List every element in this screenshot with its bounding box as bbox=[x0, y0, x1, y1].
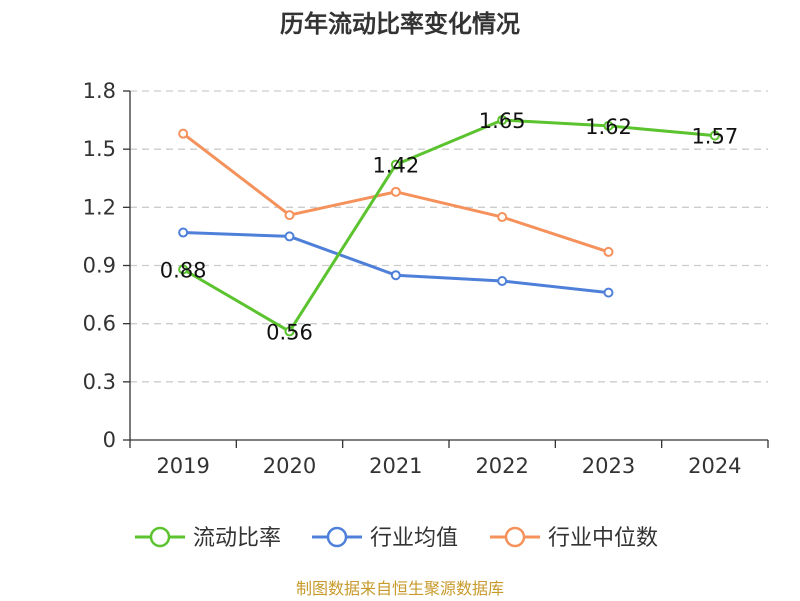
grid-lines bbox=[130, 90, 768, 383]
data-point-2-2023 bbox=[603, 246, 614, 257]
data-point-2-2020 bbox=[284, 210, 295, 221]
chart-title: 历年流动比率变化情况 bbox=[280, 10, 520, 38]
data-point-1-2020 bbox=[284, 231, 295, 242]
series-lines bbox=[178, 115, 720, 337]
data-point-1-2021 bbox=[390, 270, 401, 281]
data-label-2020: 0.56 bbox=[266, 320, 313, 344]
y-tick-label-1: 0.3 bbox=[83, 370, 116, 394]
legend-item-0[interactable]: 流动比率 bbox=[135, 526, 281, 551]
data-point-2-2019 bbox=[178, 128, 189, 139]
y-tick-label-3: 0.9 bbox=[83, 254, 116, 278]
data-point-2-2021 bbox=[390, 186, 401, 197]
y-tick-label-0: 0 bbox=[103, 428, 116, 452]
axes: 0 0.3 0.6 0.9 1.2 1.5 1.8 2019 2020 2021 2022 2023 2… bbox=[83, 79, 769, 478]
data-label-2024: 1.57 bbox=[691, 125, 738, 149]
legend-label-0: 流动比率 bbox=[193, 526, 281, 551]
data-point-0-2023 bbox=[603, 120, 614, 131]
data-label-2019: 0.88 bbox=[160, 258, 207, 282]
legend-marker-1 bbox=[326, 526, 348, 548]
data-labels: 0.88 0.56 1.42 1.65 1.62 1.57 bbox=[160, 109, 738, 344]
legend[interactable]: 流动比率 行业均值 行业中位数 bbox=[135, 526, 658, 551]
data-source-note: 制图数据来自恒生聚源数据库 bbox=[295, 579, 504, 598]
legend-label-1: 行业均值 bbox=[370, 526, 458, 551]
x-tick-label-2021: 2021 bbox=[369, 454, 422, 478]
legend-item-2[interactable]: 行业中位数 bbox=[490, 526, 658, 551]
legend-marker-0 bbox=[149, 526, 171, 548]
data-point-2-2022 bbox=[497, 212, 508, 223]
x-tick-label-2023: 2023 bbox=[582, 454, 635, 478]
data-point-0-2019 bbox=[178, 264, 189, 275]
data-point-0-2022 bbox=[497, 115, 508, 126]
data-point-1-2023 bbox=[603, 287, 614, 298]
data-label-2023: 1.62 bbox=[585, 115, 632, 139]
data-point-0-2020 bbox=[284, 326, 295, 337]
x-tick-label-2024: 2024 bbox=[688, 454, 741, 478]
x-tick-label-2022: 2022 bbox=[475, 454, 528, 478]
y-tick-label-4: 1.2 bbox=[83, 195, 116, 219]
legend-item-1[interactable]: 行业均值 bbox=[312, 526, 458, 551]
legend-label-2: 行业中位数 bbox=[548, 526, 658, 551]
data-point-1-2022 bbox=[497, 276, 508, 287]
data-point-1-2019 bbox=[178, 227, 189, 238]
y-tick-label-2: 0.6 bbox=[83, 312, 116, 336]
data-label-2022: 1.65 bbox=[479, 109, 526, 133]
data-label-2021: 1.42 bbox=[372, 154, 419, 178]
data-point-0-2024 bbox=[709, 130, 720, 141]
legend-marker-2 bbox=[504, 526, 526, 548]
y-tick-label-5: 1.5 bbox=[83, 137, 116, 161]
series-line-0 bbox=[182, 118, 715, 333]
data-point-0-2021 bbox=[390, 159, 401, 170]
y-tick-label-6: 1.8 bbox=[83, 79, 116, 103]
series-line-1 bbox=[183, 231, 609, 295]
x-tick-label-2019: 2019 bbox=[156, 454, 209, 478]
x-tick-label-2020: 2020 bbox=[263, 454, 316, 478]
